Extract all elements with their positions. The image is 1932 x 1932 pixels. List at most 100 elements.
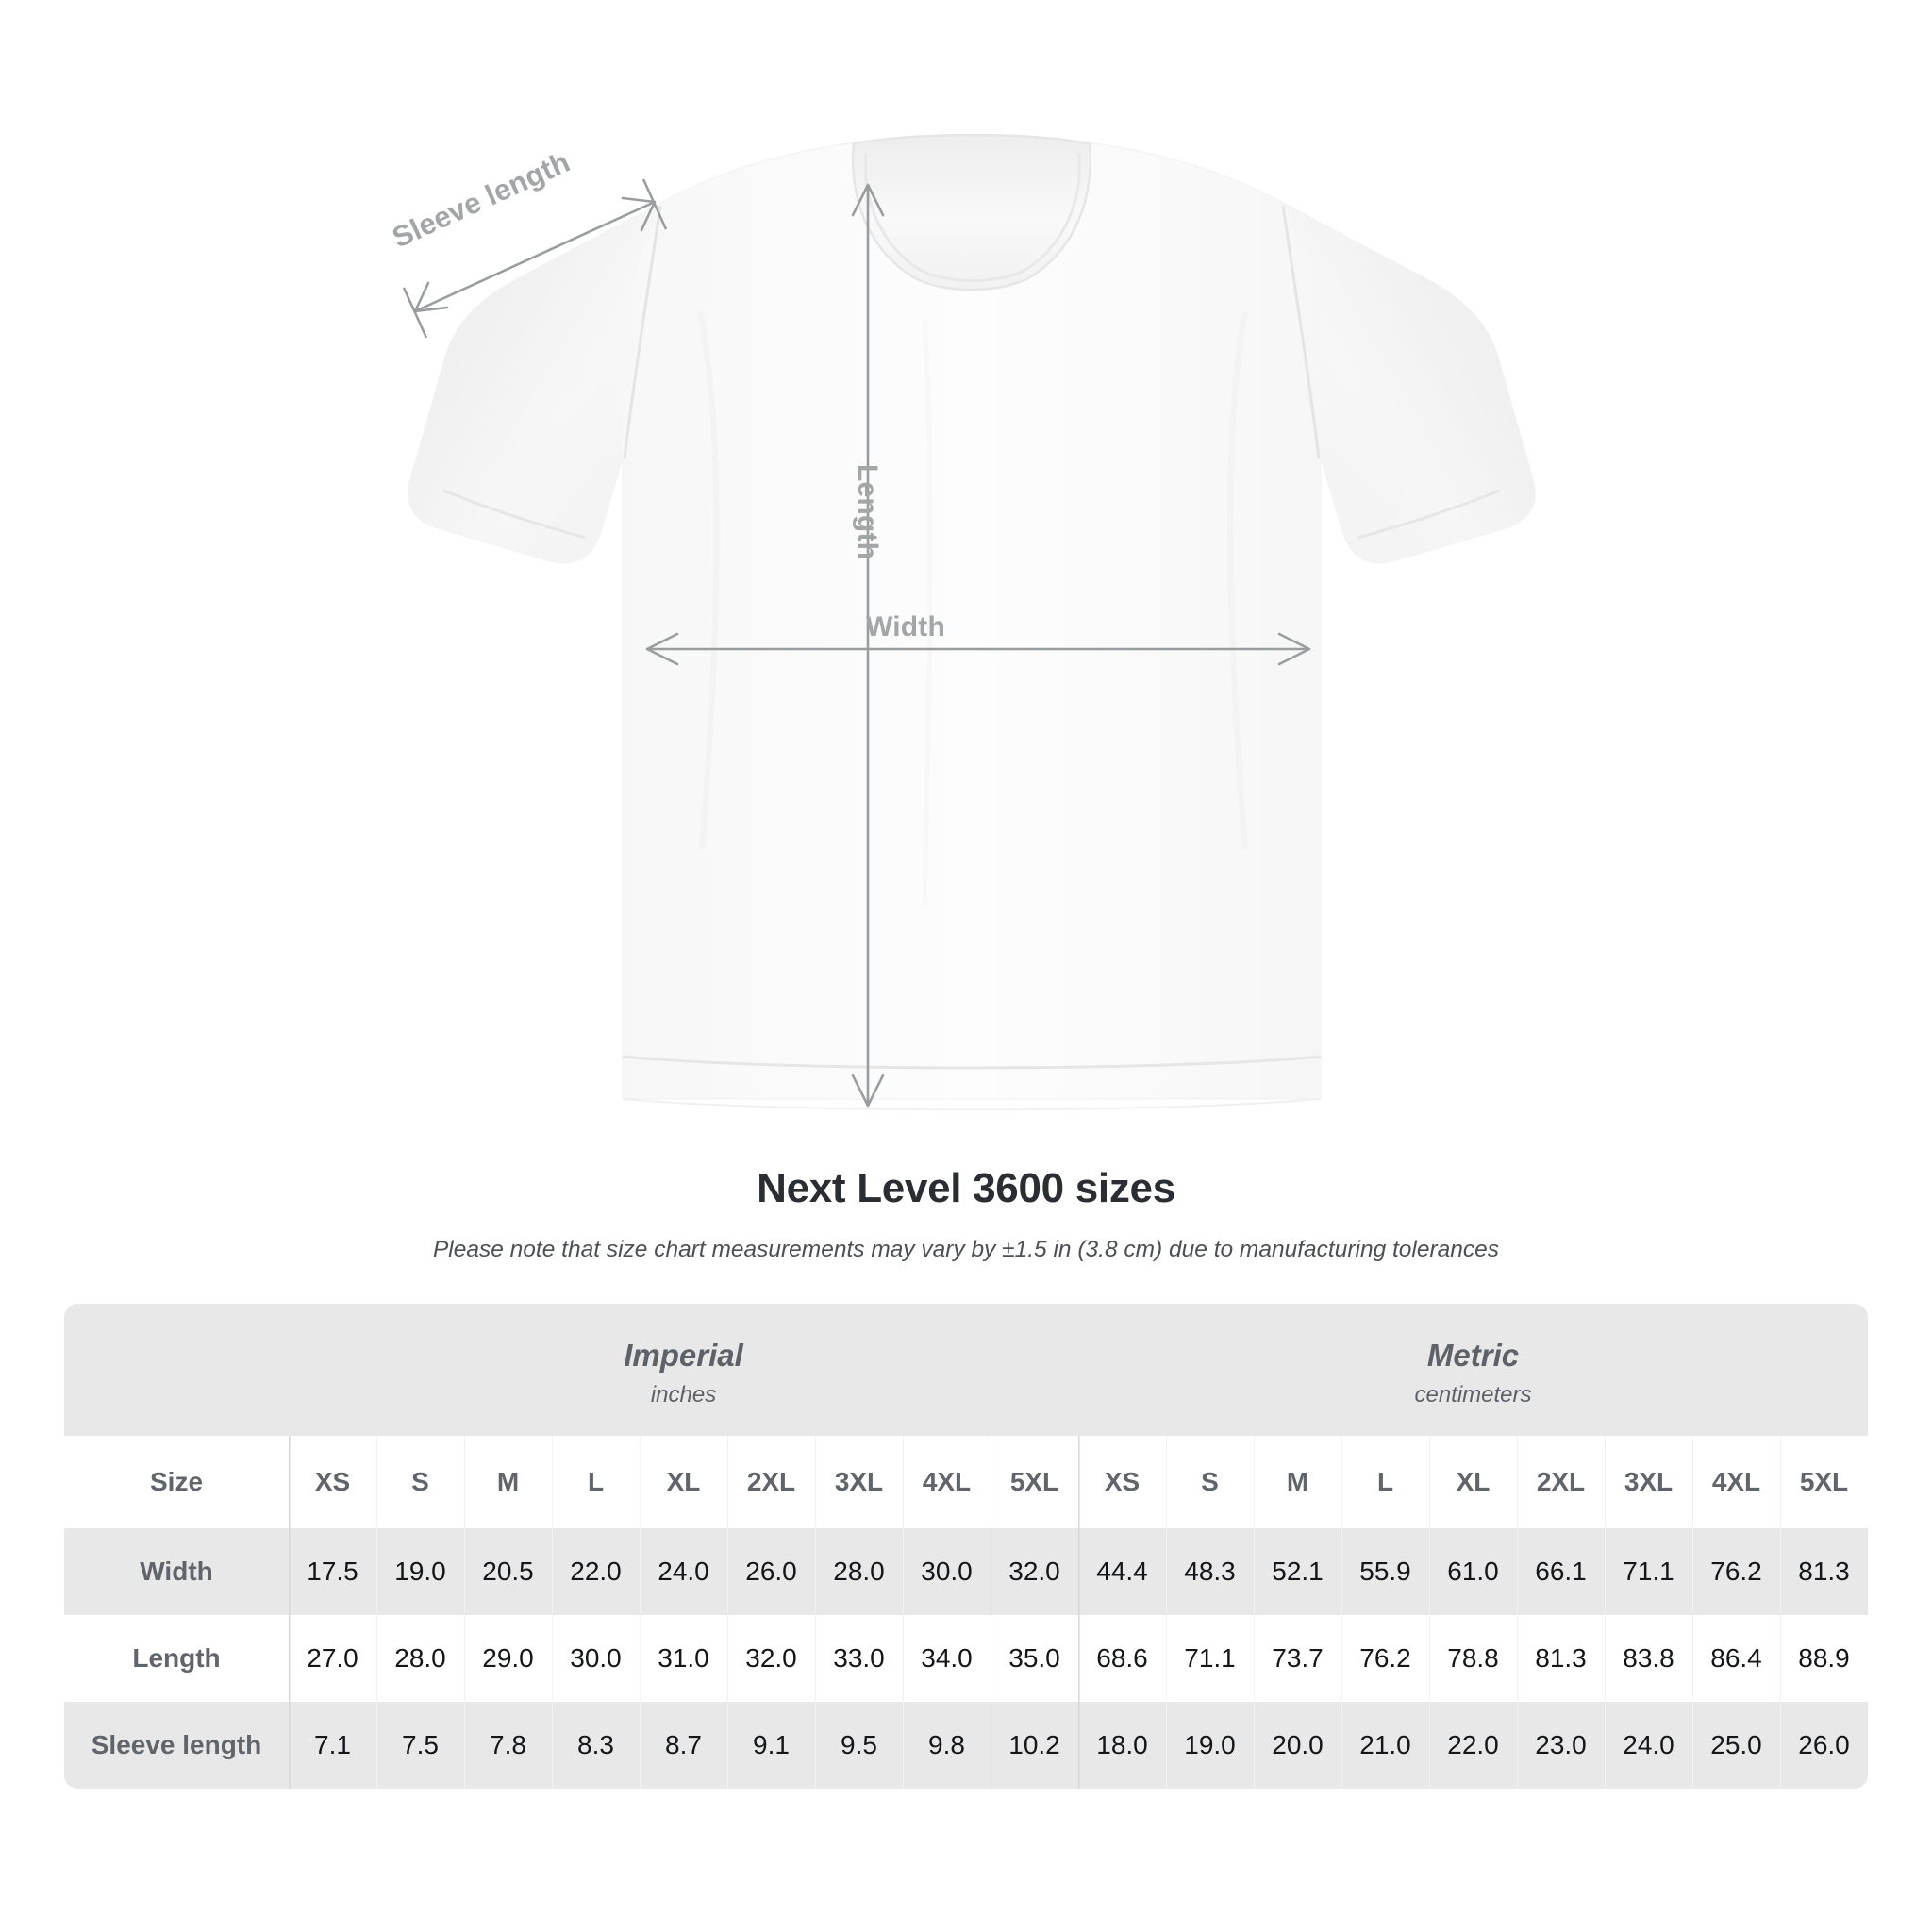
cell-width-metric-l: 55.9 (1341, 1528, 1429, 1615)
cell-sleeve-length-metric-m: 20.0 (1254, 1702, 1341, 1789)
width-annotation-label: Width (865, 611, 946, 642)
cell-sleeve-length-metric-l: 21.0 (1341, 1702, 1429, 1789)
size-header-metric-2xl: 2XL (1517, 1436, 1605, 1528)
cell-sleeve-length-imperial-4xl: 9.8 (903, 1702, 991, 1789)
tolerance-note: Please note that size chart measurements… (432, 1237, 1500, 1262)
size-header-imperial-xl: XL (640, 1436, 727, 1528)
cell-width-imperial-2xl: 26.0 (727, 1528, 815, 1615)
tshirt-illustration (402, 133, 1536, 1111)
cell-length-imperial-4xl: 34.0 (903, 1615, 991, 1702)
cell-width-imperial-s: 19.0 (376, 1528, 464, 1615)
size-header-metric-xl: XL (1429, 1436, 1517, 1528)
cell-length-metric-xs: 68.6 (1078, 1615, 1166, 1702)
length-arrow (851, 183, 885, 1108)
cell-sleeve-length-imperial-2xl: 9.1 (727, 1702, 815, 1789)
cell-width-metric-3xl: 71.1 (1605, 1528, 1692, 1615)
cell-sleeve-length-imperial-3xl: 9.5 (815, 1702, 903, 1789)
cell-length-imperial-3xl: 33.0 (815, 1615, 903, 1702)
row-label-sleeve-length: Sleeve length (64, 1702, 289, 1789)
size-header-metric-3xl: 3XL (1605, 1436, 1692, 1528)
cell-width-imperial-xs: 17.5 (289, 1528, 376, 1615)
sleeve-length-arrow (402, 178, 668, 339)
length-annotation-label: Length (852, 464, 883, 560)
size-header-imperial-4xl: 4XL (903, 1436, 991, 1528)
unit-system-header-metric: Metric centimeters (1078, 1304, 1868, 1436)
cell-length-metric-s: 71.1 (1166, 1615, 1254, 1702)
cell-width-imperial-xl: 24.0 (640, 1528, 727, 1615)
size-header-imperial-l: L (552, 1436, 640, 1528)
size-chart-table: Imperial inches Metric centimeters Size XS S M L… (64, 1304, 1868, 1789)
cell-sleeve-length-metric-2xl: 23.0 (1517, 1702, 1605, 1789)
unit-system-name: Imperial (624, 1338, 743, 1374)
cell-sleeve-length-metric-xs: 18.0 (1078, 1702, 1166, 1789)
size-chart-table-wrap: Imperial inches Metric centimeters Size XS S M L… (64, 1304, 1868, 1789)
table-row: Width 17.5 19.0 20.5 22.0 24.0 26.0 28.0 30.0 32.… (64, 1528, 1868, 1615)
cell-width-metric-5xl: 81.3 (1780, 1528, 1868, 1615)
tshirt-measurement-diagram: Sleeve length Length Width (388, 133, 1536, 1111)
cell-sleeve-length-imperial-xl: 8.7 (640, 1702, 727, 1789)
cell-width-imperial-l: 22.0 (552, 1528, 640, 1615)
cell-length-imperial-5xl: 35.0 (991, 1615, 1078, 1702)
cell-sleeve-length-metric-5xl: 26.0 (1780, 1702, 1868, 1789)
size-header-imperial-s: S (376, 1436, 464, 1528)
size-header-metric-l: L (1341, 1436, 1429, 1528)
cell-length-metric-3xl: 83.8 (1605, 1615, 1692, 1702)
cell-sleeve-length-metric-3xl: 24.0 (1605, 1702, 1692, 1789)
cell-width-imperial-4xl: 30.0 (903, 1528, 991, 1615)
unit-system-unit: inches (650, 1381, 717, 1407)
cell-length-imperial-xl: 31.0 (640, 1615, 727, 1702)
cell-length-imperial-s: 28.0 (376, 1615, 464, 1702)
cell-length-metric-l: 76.2 (1341, 1615, 1429, 1702)
cell-width-imperial-3xl: 28.0 (815, 1528, 903, 1615)
cell-length-imperial-l: 30.0 (552, 1615, 640, 1702)
size-header-metric-s: S (1166, 1436, 1254, 1528)
row-label-length: Length (64, 1615, 289, 1702)
unit-system-unit: centimeters (1414, 1381, 1532, 1407)
unit-system-header-row: Imperial inches Metric centimeters (64, 1304, 1868, 1436)
size-header-imperial-m: M (464, 1436, 552, 1528)
cell-sleeve-length-imperial-s: 7.5 (376, 1702, 464, 1789)
cell-sleeve-length-metric-4xl: 25.0 (1692, 1702, 1780, 1789)
cell-length-imperial-m: 29.0 (464, 1615, 552, 1702)
shirt-shape (408, 133, 1536, 1111)
size-header-imperial-2xl: 2XL (727, 1436, 815, 1528)
size-header-metric-xs: XS (1078, 1436, 1166, 1528)
cell-width-imperial-5xl: 32.0 (991, 1528, 1078, 1615)
size-header-metric-4xl: 4XL (1692, 1436, 1780, 1528)
page-title: Next Level 3600 sizes (757, 1165, 1175, 1211)
cell-length-metric-2xl: 81.3 (1517, 1615, 1605, 1702)
size-header-imperial-3xl: 3XL (815, 1436, 903, 1528)
cell-sleeve-length-imperial-m: 7.8 (464, 1702, 552, 1789)
cell-width-metric-s: 48.3 (1166, 1528, 1254, 1615)
cell-width-metric-4xl: 76.2 (1692, 1528, 1780, 1615)
table-row: Sleeve length 7.1 7.5 7.8 8.3 8.7 9.1 9.5 9.8 10.… (64, 1702, 1868, 1789)
cell-length-metric-xl: 78.8 (1429, 1615, 1517, 1702)
caption-block: Next Level 3600 sizes Please note that s… (0, 1165, 1932, 1263)
cell-length-imperial-xs: 27.0 (289, 1615, 376, 1702)
cell-width-metric-m: 52.1 (1254, 1528, 1341, 1615)
cell-width-imperial-m: 20.5 (464, 1528, 552, 1615)
size-header-metric-5xl: 5XL (1780, 1436, 1868, 1528)
width-arrow (645, 632, 1311, 666)
cell-length-metric-m: 73.7 (1254, 1615, 1341, 1702)
size-header-imperial-5xl: 5XL (991, 1436, 1078, 1528)
size-column-header: Size (64, 1436, 289, 1528)
unit-system-header-imperial: Imperial inches (289, 1304, 1078, 1436)
size-header-row: Size XS S M L XL 2XL 3XL 4XL 5XL XS S M L XL 2XL 3XL 4XL 5… (64, 1436, 1868, 1528)
size-header-imperial-xs: XS (289, 1436, 376, 1528)
cell-sleeve-length-metric-s: 19.0 (1166, 1702, 1254, 1789)
size-header-metric-m: M (1254, 1436, 1341, 1528)
cell-length-metric-5xl: 88.9 (1780, 1615, 1868, 1702)
cell-sleeve-length-imperial-xs: 7.1 (289, 1702, 376, 1789)
cell-length-metric-4xl: 86.4 (1692, 1615, 1780, 1702)
row-label-width: Width (64, 1528, 289, 1615)
measurement-lines (402, 178, 1311, 1108)
unit-system-name: Metric (1426, 1338, 1520, 1374)
unit-system-spacer-cell (64, 1304, 289, 1436)
table-row: Length 27.0 28.0 29.0 30.0 31.0 32.0 33.0 34.0 35… (64, 1615, 1868, 1702)
cell-width-metric-xs: 44.4 (1078, 1528, 1166, 1615)
cell-width-metric-xl: 61.0 (1429, 1528, 1517, 1615)
cell-length-imperial-2xl: 32.0 (727, 1615, 815, 1702)
cell-sleeve-length-metric-xl: 22.0 (1429, 1702, 1517, 1789)
cell-sleeve-length-imperial-l: 8.3 (552, 1702, 640, 1789)
